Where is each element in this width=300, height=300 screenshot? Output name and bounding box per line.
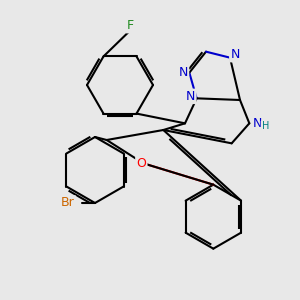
Text: N: N <box>230 48 240 61</box>
Text: N: N <box>178 66 188 79</box>
Text: N: N <box>253 117 262 130</box>
Text: Br: Br <box>61 196 75 209</box>
Text: N: N <box>186 90 195 103</box>
Text: F: F <box>126 19 134 32</box>
Text: O: O <box>136 157 146 170</box>
Text: H: H <box>262 121 269 131</box>
